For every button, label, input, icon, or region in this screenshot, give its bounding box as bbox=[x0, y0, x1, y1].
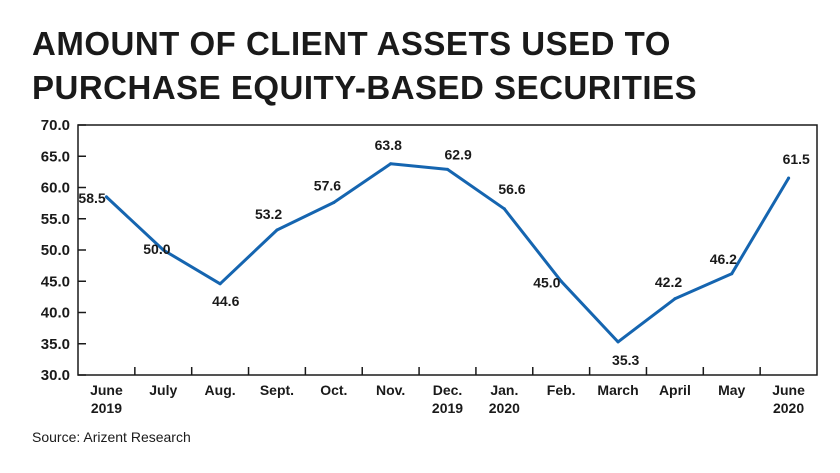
data-label: 57.6 bbox=[314, 178, 341, 194]
x-axis: June 2019 July Aug. Sept. Oct. Nov. Dec. 2019 Jan… bbox=[90, 367, 805, 416]
y-tick-label: 50.0 bbox=[41, 242, 70, 259]
x-tick-label: April bbox=[659, 382, 691, 398]
data-point bbox=[446, 167, 449, 171]
x-tick-label: Aug. bbox=[205, 382, 236, 398]
data-labels: 58.5 50.0 44.6 53.2 57.6 63.8 62.9 56.6 45.0 35.3… bbox=[78, 137, 810, 368]
y-tick-label: 70.0 bbox=[41, 117, 70, 134]
x-tick-label: Feb. bbox=[547, 382, 576, 398]
x-tick-label: 2019 bbox=[432, 400, 463, 416]
x-tick-label: 2020 bbox=[489, 400, 520, 416]
y-tick-label: 45.0 bbox=[41, 273, 70, 290]
plot-frame bbox=[77, 124, 818, 376]
x-tick-label: 2020 bbox=[773, 400, 804, 416]
data-point bbox=[332, 201, 336, 204]
data-label: 35.3 bbox=[612, 352, 639, 368]
data-point bbox=[104, 195, 108, 199]
data-point bbox=[673, 297, 677, 301]
data-point bbox=[559, 279, 563, 283]
source-note: Source: Arizent Research bbox=[32, 429, 191, 445]
series-polyline bbox=[104, 162, 791, 344]
y-tick-label: 30.0 bbox=[41, 367, 70, 384]
data-label: 58.5 bbox=[78, 190, 105, 206]
data-label: 63.8 bbox=[375, 137, 402, 153]
chart-title-line-1: AMOUNT OF CLIENT ASSETS USED TO bbox=[32, 25, 671, 62]
x-tick-label: June bbox=[772, 382, 805, 398]
data-point bbox=[275, 228, 279, 232]
data-label: 46.2 bbox=[710, 251, 737, 267]
data-point bbox=[502, 207, 506, 211]
data-label: 61.5 bbox=[783, 151, 810, 167]
data-label: 44.6 bbox=[212, 293, 239, 309]
y-tick-label: 40.0 bbox=[41, 305, 70, 322]
x-tick-label: Sept. bbox=[260, 382, 294, 398]
x-tick-label: July bbox=[149, 382, 177, 398]
x-tick-label: March bbox=[597, 382, 638, 398]
x-tick-label: June bbox=[90, 382, 123, 398]
y-tick-label: 65.0 bbox=[41, 148, 70, 165]
series-line bbox=[104, 162, 791, 344]
chart-title-line-2: PURCHASE EQUITY-BASED SECURITIES bbox=[32, 69, 698, 106]
data-point bbox=[218, 282, 222, 286]
data-label: 62.9 bbox=[445, 146, 472, 162]
data-label: 45.0 bbox=[533, 274, 560, 290]
x-tick-label: May bbox=[718, 382, 745, 398]
data-point bbox=[389, 162, 393, 166]
x-tick-label: Dec. bbox=[433, 382, 463, 398]
y-tick-label: 35.0 bbox=[41, 336, 70, 353]
data-label: 42.2 bbox=[655, 274, 682, 290]
data-point bbox=[787, 176, 791, 180]
data-point bbox=[161, 248, 165, 252]
plot-border bbox=[77, 124, 818, 376]
data-point bbox=[730, 272, 734, 276]
x-tick-label: Jan. bbox=[490, 382, 518, 398]
data-label: 50.0 bbox=[143, 241, 170, 257]
data-label: 56.6 bbox=[498, 181, 525, 197]
data-label: 53.2 bbox=[255, 206, 282, 222]
y-tick-label: 60.0 bbox=[41, 180, 70, 197]
x-tick-label: 2019 bbox=[91, 400, 122, 416]
x-tick-label: Oct. bbox=[320, 382, 347, 398]
data-point bbox=[616, 340, 620, 344]
x-tick-label: Nov. bbox=[376, 382, 405, 398]
y-tick-label: 55.0 bbox=[41, 211, 70, 228]
y-axis: 30.0 35.0 40.0 45.0 50.0 55.0 60.0 65.0 70.0 bbox=[41, 117, 86, 384]
